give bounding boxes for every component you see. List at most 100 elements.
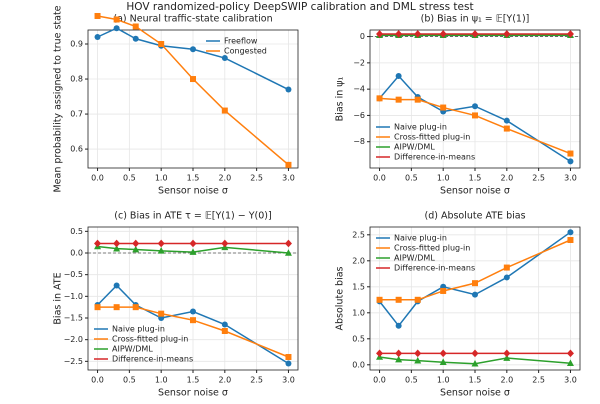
x-tick-label: 2.0 bbox=[218, 174, 231, 183]
y-tick-label: 0.5 bbox=[352, 334, 365, 343]
legend-label: Difference-in-means bbox=[394, 264, 475, 273]
marker bbox=[94, 34, 101, 41]
marker bbox=[221, 239, 229, 248]
marker bbox=[190, 317, 196, 324]
x-tick-label: 0.5 bbox=[123, 376, 136, 385]
marker bbox=[113, 16, 120, 23]
marker bbox=[190, 76, 196, 83]
marker bbox=[395, 355, 403, 363]
plot-frame bbox=[369, 226, 581, 371]
x-tick-label: 0.5 bbox=[123, 174, 136, 183]
y-axis-label: Absolute bias bbox=[335, 266, 346, 330]
y-tick-label: −2 bbox=[353, 58, 365, 67]
marker bbox=[132, 245, 140, 253]
legend-label: Cross-fitted plug-in bbox=[394, 133, 470, 142]
marker bbox=[395, 30, 403, 38]
marker bbox=[566, 359, 574, 367]
x-tick-label: 0.5 bbox=[405, 376, 418, 385]
x-tick-label: 1.0 bbox=[155, 376, 168, 385]
marker bbox=[94, 239, 102, 248]
subplot-title: (a) Neural traffic-state calibration bbox=[113, 14, 272, 25]
y-tick-label: −0.5 bbox=[64, 270, 83, 279]
marker bbox=[284, 239, 292, 248]
legend-label: Naive plug-in bbox=[112, 325, 165, 334]
x-axis-label: Sensor noise σ bbox=[440, 186, 510, 197]
marker bbox=[376, 95, 383, 102]
y-tick-label: 0.0 bbox=[352, 360, 365, 369]
marker bbox=[503, 30, 511, 38]
x-tick-label: 0.0 bbox=[373, 174, 386, 183]
legend-label: Naive plug-in bbox=[394, 123, 447, 132]
marker bbox=[471, 359, 479, 367]
marker bbox=[567, 158, 574, 165]
x-tick-label: 3.0 bbox=[564, 174, 577, 183]
y-tick-label: −1.0 bbox=[64, 292, 83, 301]
marker bbox=[567, 237, 574, 243]
x-tick-label: 2.5 bbox=[532, 174, 545, 183]
y-tick-label: −1.5 bbox=[64, 314, 83, 323]
x-tick-label: 2.0 bbox=[500, 174, 513, 183]
marker bbox=[221, 107, 228, 114]
marker bbox=[440, 287, 447, 294]
marker bbox=[439, 358, 447, 365]
x-tick-label: 0.0 bbox=[373, 376, 386, 385]
legend-label: Difference-in-means bbox=[394, 153, 475, 162]
subplot-title: (d) Absolute ATE bias bbox=[424, 211, 525, 222]
marker bbox=[414, 356, 422, 364]
legend-label: Cross-fitted plug-in bbox=[394, 244, 470, 253]
marker bbox=[113, 304, 120, 311]
y-tick-label: −6 bbox=[353, 111, 365, 120]
marker bbox=[472, 112, 478, 119]
y-tick-label: 1.5 bbox=[352, 282, 365, 291]
y-tick-label: 0 bbox=[360, 32, 365, 41]
marker bbox=[395, 349, 403, 358]
marker bbox=[113, 25, 120, 32]
y-tick-label: 2.5 bbox=[352, 230, 365, 239]
marker bbox=[94, 12, 101, 19]
marker bbox=[284, 249, 292, 256]
legend-label: Freeflow bbox=[224, 37, 258, 46]
marker bbox=[414, 296, 421, 303]
plot-frame bbox=[87, 226, 299, 371]
marker bbox=[395, 296, 402, 303]
x-tick-label: 2.5 bbox=[250, 174, 263, 183]
marker bbox=[567, 229, 574, 236]
marker bbox=[285, 86, 292, 93]
x-tick-label: 0.5 bbox=[405, 174, 418, 183]
x-tick-label: 3.0 bbox=[282, 376, 295, 385]
x-tick-label: 1.5 bbox=[187, 174, 200, 183]
legend-label: AIPW/DML bbox=[394, 254, 435, 263]
plot-frame bbox=[87, 29, 299, 169]
marker bbox=[376, 30, 384, 38]
marker bbox=[503, 117, 510, 124]
y-tick-label: 0.5 bbox=[70, 227, 83, 236]
x-tick-label: 3.0 bbox=[564, 376, 577, 385]
y-tick-label: 2.0 bbox=[352, 256, 365, 265]
x-tick-label: 1.0 bbox=[437, 174, 450, 183]
x-axis-label: Sensor noise σ bbox=[158, 186, 228, 197]
marker bbox=[395, 322, 402, 329]
marker bbox=[132, 23, 139, 30]
marker bbox=[439, 30, 447, 38]
marker bbox=[189, 239, 197, 248]
y-tick-label: −2.0 bbox=[64, 335, 83, 344]
y-tick-label: 1.0 bbox=[352, 308, 365, 317]
marker bbox=[132, 304, 139, 311]
marker bbox=[157, 247, 165, 254]
y-tick-label: 0.0 bbox=[70, 249, 83, 258]
marker bbox=[472, 291, 478, 298]
y-tick-label: 0.8 bbox=[70, 75, 83, 84]
x-axis-label: Sensor noise σ bbox=[440, 388, 510, 399]
y-axis-label: Bias in ATE bbox=[53, 272, 64, 324]
y-tick-label: 0.6 bbox=[70, 145, 83, 154]
marker bbox=[566, 30, 574, 38]
x-tick-label: 1.5 bbox=[187, 376, 200, 385]
x-tick-label: 0.0 bbox=[91, 376, 104, 385]
y-axis-label: Mean probability assigned to true state bbox=[53, 5, 64, 192]
marker bbox=[503, 274, 510, 281]
marker bbox=[566, 349, 574, 358]
marker bbox=[285, 360, 292, 367]
marker bbox=[113, 239, 121, 248]
marker bbox=[132, 239, 140, 248]
marker bbox=[221, 328, 228, 334]
